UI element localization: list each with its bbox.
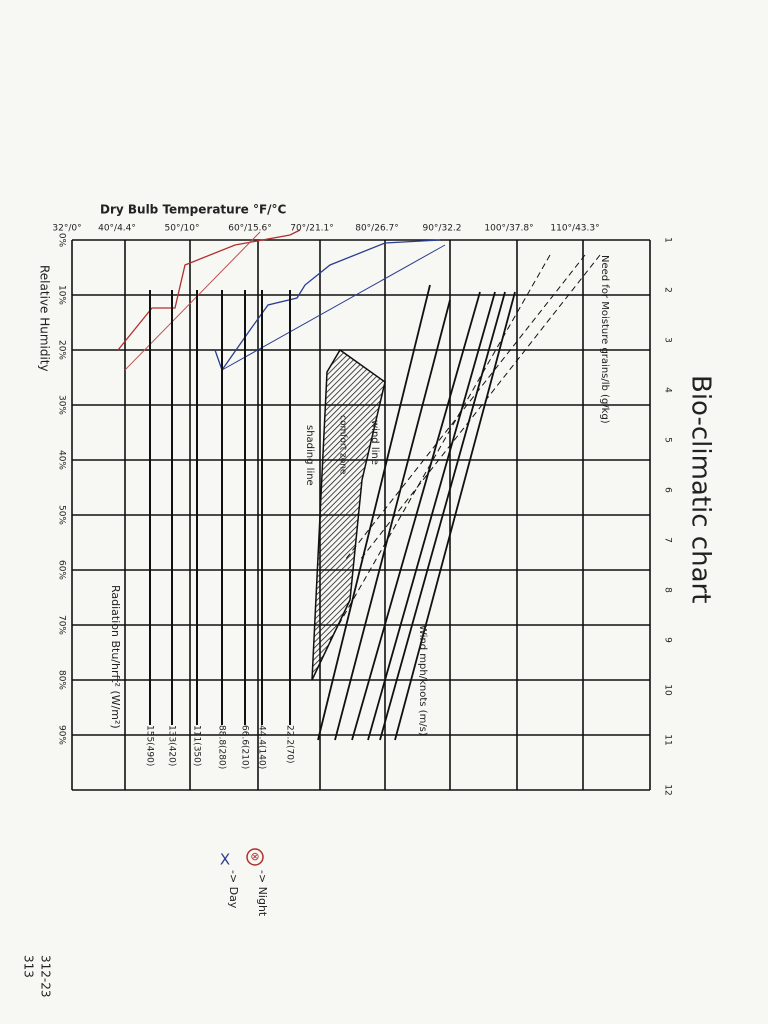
top-tick-label: 70°/21.1° — [290, 224, 334, 234]
comfort-zone — [311, 348, 386, 681]
radiation-tick-label: 66.6(210) — [240, 725, 250, 769]
top-tick-label: 90°/32.2 — [422, 224, 461, 234]
rh-tick-label: 0% — [57, 233, 67, 248]
night-line-2 — [124, 231, 261, 371]
wind-line — [317, 284, 431, 741]
legend-icon — [246, 848, 264, 866]
wind-line — [379, 291, 506, 741]
moisture-tick-label: 2 — [663, 287, 673, 293]
wind-line — [351, 291, 481, 741]
rh-tick-label: 80% — [57, 670, 67, 690]
legend-symbol: X — [220, 851, 230, 869]
night-line — [117, 229, 301, 351]
radiation-tick-label: 133(420) — [167, 725, 177, 766]
note: 313 — [22, 955, 36, 978]
top-tick-label: 60°/15.6° — [228, 224, 272, 234]
radiation-tick-label: 44.4(140) — [257, 725, 267, 769]
wind-line — [394, 291, 516, 741]
radiation-axis-label: Radiation Btu/hrft² (W/m²) — [109, 585, 122, 729]
top-tick-label: 50°/10° — [165, 224, 200, 234]
moisture-tick-label: 1 — [663, 237, 673, 243]
day-line-2 — [221, 244, 446, 371]
moisture-tick-label: 10 — [663, 684, 673, 696]
rh-tick-label: 20% — [57, 340, 67, 360]
rh-tick-label: 40% — [57, 450, 67, 470]
top-tick-label: 110°/43.3° — [550, 224, 599, 234]
title-top-axis: Dry Bulb Temperature °F/°C — [100, 203, 287, 217]
rh-tick-label: 70% — [57, 615, 67, 635]
moisture-tick-label: 7 — [663, 537, 673, 543]
note: 312-23 — [39, 955, 53, 998]
rh-axis-label: Relative Humidity — [38, 265, 52, 372]
dashed-line — [329, 254, 551, 641]
comfort-label: comfort zone — [338, 415, 348, 475]
top-tick-label: 32°/0° — [52, 224, 81, 234]
moisture-tick-label: 9 — [663, 637, 673, 643]
shading-label: shading line — [304, 425, 315, 486]
moisture-tick-label: 5 — [663, 437, 673, 443]
moisture-axis-label: Need for Moisture grains/lb (g/kg) — [599, 255, 610, 424]
chart-title: Bio-climatic chart — [686, 375, 716, 603]
moisture-tick-label: 8 — [663, 587, 673, 593]
wind-line — [367, 291, 496, 741]
rh-tick-label: 60% — [57, 560, 67, 580]
chart-lines — [149, 254, 601, 741]
moisture-tick-label: 3 — [663, 337, 673, 343]
moisture-tick-label: 11 — [663, 734, 673, 745]
rh-tick-label: 50% — [57, 505, 67, 525]
radiation-tick-label: 22.2(70) — [285, 725, 295, 764]
rh-tick-label: 10% — [57, 285, 67, 305]
dashed-line — [344, 254, 586, 561]
wind-axis-label: Wind mph/knots (m/s) — [417, 625, 428, 736]
day-line — [214, 239, 441, 372]
rh-tick-label: 30% — [57, 395, 67, 415]
legend-symbol: ⊗ — [250, 850, 259, 863]
radiation-tick-label: 155(490) — [145, 725, 155, 766]
wind-line — [334, 299, 451, 741]
top-tick-label: 100°/37.8° — [484, 224, 533, 234]
dashed-line — [359, 254, 601, 561]
moisture-tick-label: 12 — [663, 784, 673, 795]
top-tick-label: 80°/26.7° — [355, 224, 399, 234]
rh-tick-label: 90% — [57, 725, 67, 745]
radiation-tick-label: 111(350) — [192, 725, 202, 766]
moisture-tick-label: 4 — [663, 387, 673, 393]
radiation-tick-label: 88.8(280) — [217, 725, 227, 769]
legend-label: -> Day — [227, 870, 240, 909]
wind-label: wind line — [369, 420, 380, 465]
legend-label: -> Night — [256, 870, 269, 917]
top-tick-label: 40°/4.4° — [98, 224, 136, 234]
moisture-tick-label: 6 — [663, 487, 673, 493]
